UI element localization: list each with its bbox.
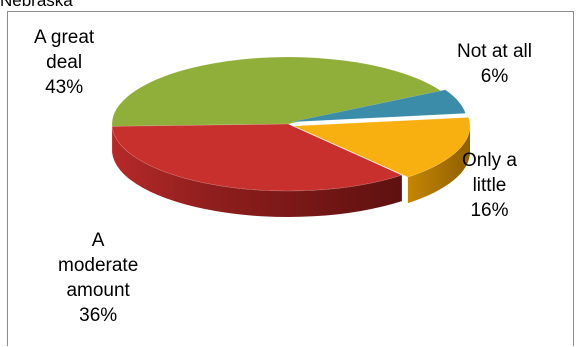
value-label: 16% [462, 198, 517, 223]
chart-title-fragment: Nebraska [0, 0, 73, 11]
label-line: A [58, 228, 138, 253]
label-line: Not at all [457, 39, 532, 64]
value-label: 6% [457, 64, 532, 89]
label-line: deal [34, 50, 94, 75]
label-line: little [462, 173, 517, 198]
label-line: Only a [462, 148, 517, 173]
label-line: amount [58, 278, 138, 303]
label-line: moderate [58, 253, 138, 278]
value-label: 43% [34, 75, 94, 100]
value-label: 36% [58, 303, 138, 328]
label-line: A great [34, 25, 94, 50]
